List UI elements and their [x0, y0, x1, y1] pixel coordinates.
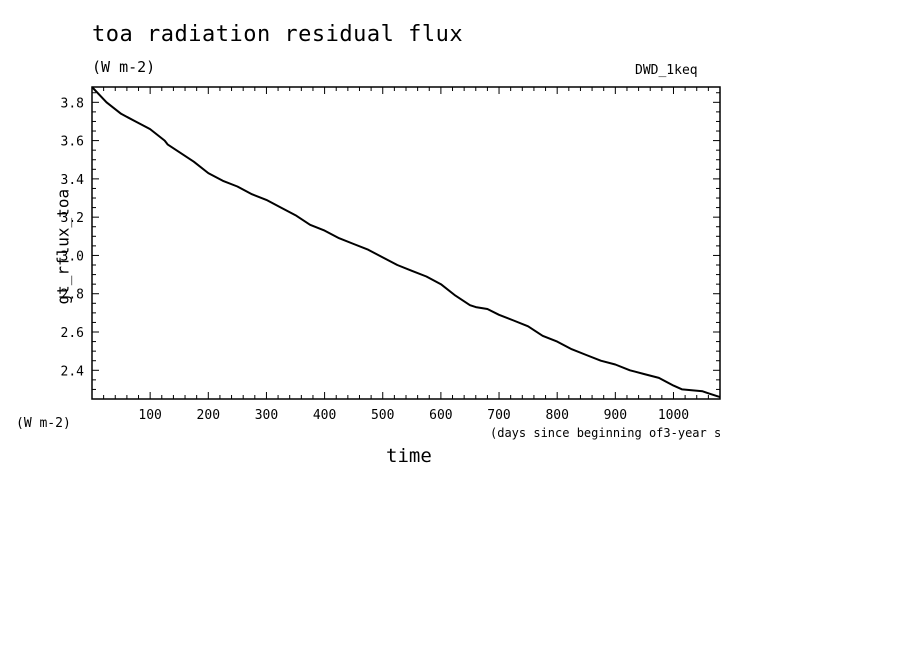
x-tick-label: 200 — [197, 408, 220, 423]
x-tick-label: 300 — [255, 408, 278, 423]
title-unit: (W m-2) — [92, 58, 156, 76]
y-tick-label: 3.4 — [61, 173, 85, 188]
x-tick-label: 600 — [429, 408, 452, 423]
y-tick-label: 2.8 — [61, 288, 84, 303]
series-line — [91, 86, 721, 399]
y-tick-label: 3.8 — [61, 96, 84, 111]
x-tick-label: 500 — [371, 408, 394, 423]
x-tick-label: 1000 — [658, 408, 689, 423]
x-tick-label: 900 — [604, 408, 627, 423]
plot-frame — [91, 86, 721, 400]
chart-title: toa radiation residual flux — [92, 22, 464, 47]
x-tick-label: 700 — [487, 408, 510, 423]
y-tick-label: 3.6 — [61, 135, 84, 150]
y-tick-label: 3.0 — [61, 249, 84, 264]
dataset-label: DWD_1keq — [635, 63, 698, 78]
x-tick-label: 100 — [138, 408, 161, 423]
x-tick-label: 400 — [313, 408, 336, 423]
y-tick-label: 2.4 — [61, 364, 85, 379]
x-axis-label: time — [386, 445, 432, 467]
x-axis-note: (days since beginning of3-year s — [490, 426, 722, 440]
y-tick-label: 3.2 — [61, 211, 84, 226]
x-tick-label: 800 — [545, 408, 568, 423]
y-axis-unit: (W m-2) — [16, 416, 71, 431]
y-tick-label: 2.6 — [61, 326, 84, 341]
